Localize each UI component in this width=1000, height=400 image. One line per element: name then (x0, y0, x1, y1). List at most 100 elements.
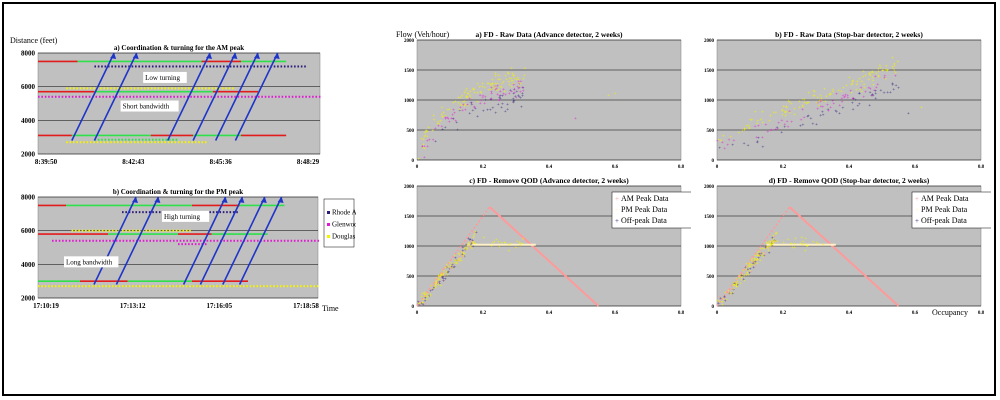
data-point: + (422, 142, 425, 148)
data-point: + (522, 237, 525, 243)
data-point: + (741, 129, 744, 135)
turning-vehicle-marker (171, 87, 173, 90)
data-point: + (510, 76, 513, 82)
turning-vehicle-marker (127, 141, 129, 144)
data-point: + (455, 258, 458, 264)
data-point: + (820, 99, 823, 105)
data-point: + (424, 128, 427, 134)
data-point: + (431, 288, 434, 294)
data-point: + (466, 94, 469, 100)
data-point: + (516, 85, 519, 91)
turning-vehicle-marker (185, 65, 188, 68)
legend-label: Off-peak Data (621, 216, 667, 225)
data-point: + (723, 295, 726, 301)
data-point: + (506, 70, 509, 76)
data-point: + (498, 98, 501, 104)
data-point: + (871, 93, 874, 99)
data-point: + (454, 99, 457, 105)
data-point: + (765, 240, 768, 246)
data-point: + (791, 245, 794, 251)
turning-vehicle-marker (233, 65, 235, 68)
data-point: + (852, 96, 855, 102)
data-point: + (752, 260, 755, 266)
turning-vehicle-marker (76, 87, 78, 90)
data-point: + (750, 270, 753, 276)
annotation-box (64, 256, 119, 268)
data-point: + (722, 133, 725, 139)
fd-chart-qod-advance: c) FD - Remove QOD (Advance detector, 2 … (404, 176, 691, 316)
data-point: + (873, 88, 876, 94)
data-point: + (790, 241, 793, 247)
data-point: + (734, 283, 737, 289)
annotation-box (120, 100, 179, 112)
data-point: + (423, 299, 426, 305)
turning-vehicle-marker (190, 95, 192, 98)
data-point: + (448, 120, 451, 126)
data-point: + (448, 267, 451, 273)
chart-title: d) FD - Remove QOD (Stop-bar detector, 2… (769, 176, 930, 185)
data-point: + (831, 98, 834, 104)
data-point: + (434, 284, 437, 290)
data-point: + (784, 110, 787, 116)
turning-vehicle-marker (166, 95, 169, 98)
data-point: + (461, 252, 464, 258)
data-point: + (735, 281, 738, 287)
turning-vehicle-marker (257, 95, 260, 98)
data-point: + (771, 245, 774, 251)
turning-vehicle-marker (213, 239, 215, 242)
legend-box (611, 191, 691, 229)
turning-vehicle-marker (69, 87, 72, 90)
data-point: + (461, 252, 464, 258)
turning-vehicle-marker (230, 239, 232, 242)
data-point: + (515, 239, 518, 245)
turning-vehicle-marker (165, 138, 168, 141)
data-point: + (422, 145, 425, 151)
turning-vehicle-marker (116, 87, 119, 90)
legend-label: AM Peak Data (921, 194, 969, 203)
data-point: + (459, 256, 462, 262)
fd-congested-line (488, 206, 600, 307)
legend-marker: + (615, 206, 619, 214)
turning-vehicle-marker (104, 138, 107, 141)
trajectory-line (192, 52, 237, 141)
data-point: + (852, 107, 855, 113)
data-point: + (507, 242, 510, 248)
data-point: + (834, 108, 837, 114)
turning-vehicle-marker (232, 87, 234, 90)
turning-vehicle-marker (253, 65, 256, 68)
data-point: + (504, 109, 507, 115)
turning-vehicle-marker (142, 95, 145, 98)
x-tick-label: 0.2 (780, 165, 787, 170)
turning-vehicle-marker (201, 141, 204, 144)
trajectory-arrowhead (231, 53, 238, 59)
turning-vehicle-marker (178, 243, 180, 246)
turning-vehicle-marker (108, 285, 111, 288)
data-point: + (431, 128, 434, 134)
data-point: + (503, 240, 506, 246)
turning-vehicle-marker (210, 95, 213, 98)
data-point: + (484, 98, 487, 104)
data-point: + (801, 107, 804, 113)
turning-vehicle-marker (315, 95, 318, 98)
turning-vehicle-marker (155, 211, 158, 214)
turning-vehicle-marker (156, 95, 159, 98)
data-point: + (868, 90, 871, 96)
data-point: + (452, 265, 455, 271)
turning-vehicle-marker (72, 239, 74, 242)
data-point: + (781, 109, 784, 115)
fd-chart-raw-stopbar: b) FD - Raw Data (Stop-bar detector, 2 w… (704, 30, 985, 170)
legend-marker (327, 223, 330, 226)
data-point: + (466, 102, 469, 108)
data-point: + (841, 106, 844, 112)
data-point: + (479, 98, 482, 104)
data-point: + (804, 249, 807, 255)
turning-vehicle-marker (114, 138, 117, 141)
data-point: + (468, 93, 471, 99)
turning-vehicle-marker (226, 285, 228, 288)
data-point: + (728, 291, 731, 297)
turning-vehicle-marker (304, 65, 306, 68)
data-point: + (735, 282, 738, 288)
turning-vehicle-marker (193, 239, 195, 242)
data-point: + (872, 70, 875, 76)
data-point: + (807, 100, 810, 106)
